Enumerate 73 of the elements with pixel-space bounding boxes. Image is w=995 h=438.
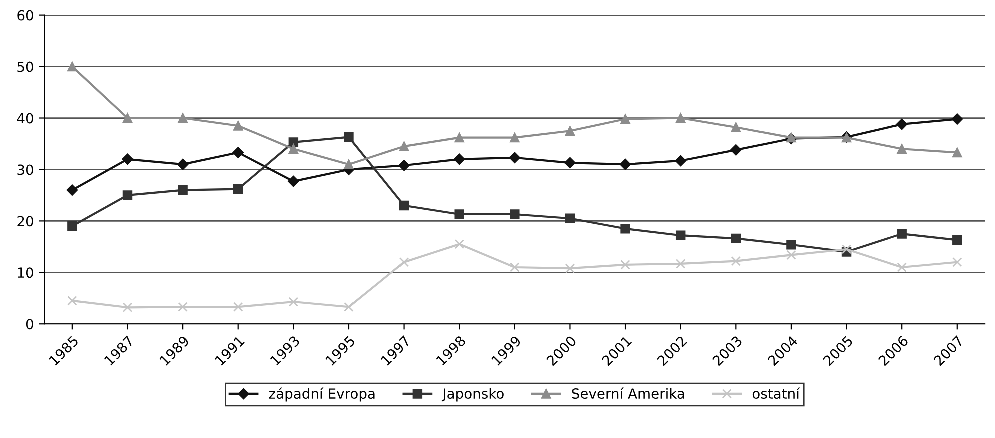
- y-tick-label: 30: [18, 164, 34, 176]
- point: [178, 302, 188, 312]
- point: [565, 214, 576, 224]
- point: [68, 221, 78, 232]
- y-tick-label: 60: [18, 10, 34, 21]
- point: [122, 154, 134, 166]
- point: [398, 160, 410, 172]
- point: [509, 152, 521, 164]
- legend-label: ostatní: [752, 388, 800, 400]
- point: [620, 158, 632, 170]
- point: [66, 184, 78, 196]
- point: [565, 264, 576, 274]
- point: [952, 235, 962, 246]
- point: [454, 154, 466, 166]
- point: [897, 144, 907, 154]
- point: [68, 62, 78, 72]
- point: [730, 144, 742, 156]
- point: [676, 230, 686, 240]
- point: [122, 113, 133, 124]
- point: [510, 210, 520, 220]
- point: [178, 185, 188, 196]
- point: [288, 176, 300, 188]
- point: [122, 190, 133, 200]
- point: [454, 210, 464, 220]
- y-tick-label: 40: [17, 113, 34, 124]
- point: [731, 234, 742, 244]
- point: [122, 302, 133, 313]
- point: [232, 147, 244, 158]
- point: [510, 262, 520, 272]
- point: [454, 132, 464, 143]
- point: [399, 200, 410, 211]
- point: [620, 260, 630, 270]
- point: [288, 297, 299, 307]
- point: [288, 144, 299, 154]
- legend-label: Severní Amerika: [572, 388, 684, 400]
- point: [68, 296, 78, 306]
- point: [234, 121, 244, 131]
- point: [344, 132, 354, 142]
- point: [897, 229, 907, 239]
- point: [952, 258, 962, 268]
- point: [344, 302, 354, 312]
- point: [731, 122, 742, 132]
- point: [234, 302, 244, 312]
- point: [288, 138, 299, 148]
- y-tick-label: 10: [18, 268, 34, 278]
- point: [842, 244, 852, 254]
- point: [564, 157, 576, 169]
- legend-label: západní Evropa: [269, 388, 375, 402]
- point: [897, 262, 907, 272]
- point: [177, 158, 189, 170]
- point: [786, 240, 796, 250]
- y-tick-label: 0: [26, 319, 34, 330]
- point: [676, 259, 686, 269]
- point: [565, 126, 576, 136]
- point: [234, 184, 244, 194]
- point: [896, 118, 908, 130]
- point: [454, 239, 464, 250]
- point: [952, 148, 962, 158]
- point: [731, 256, 742, 266]
- point: [510, 132, 520, 143]
- point: [952, 114, 963, 125]
- y-tick-label: 20: [18, 216, 34, 227]
- point: [675, 155, 686, 167]
- point: [399, 258, 410, 268]
- legend-label: Japonsko: [442, 388, 504, 402]
- point: [399, 142, 410, 152]
- point: [344, 160, 354, 170]
- point: [786, 250, 796, 260]
- y-tick-label: 50: [18, 62, 34, 72]
- point: [178, 113, 188, 124]
- point: [620, 224, 630, 234]
- point: [676, 113, 686, 124]
- point: [620, 114, 630, 124]
